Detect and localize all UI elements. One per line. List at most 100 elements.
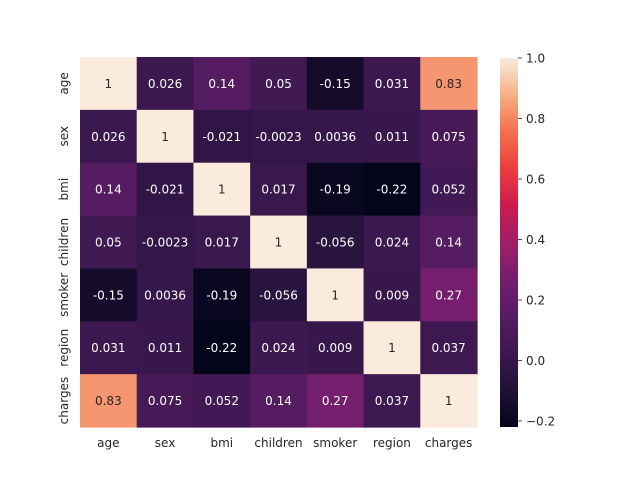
cell-annotation: 0.14	[208, 77, 235, 91]
heatmap-cell-charges-sex	[136, 374, 195, 428]
heatmap-cell-bmi-sex	[136, 162, 195, 217]
y-tick-label: sex	[57, 126, 71, 147]
cell-annotation: -0.056	[259, 288, 298, 302]
cell-annotation: -0.15	[320, 77, 351, 91]
heatmap-cell-region-children	[250, 321, 308, 375]
y-tick-label: children	[57, 218, 71, 266]
cell-annotation: 0.017	[261, 183, 295, 197]
heatmap-cell-charges-bmi	[193, 374, 251, 428]
cell-annotation: 0.14	[435, 236, 462, 250]
cell-annotation: 0.031	[375, 77, 409, 91]
heatmap-cell-age-age	[80, 57, 138, 111]
heatmap-cell-region-smoker	[306, 321, 365, 375]
heatmap-cell-region-age	[80, 321, 138, 375]
heatmap-cell-smoker-charges	[420, 268, 478, 322]
cell-annotation: 0.83	[95, 394, 122, 408]
heatmap-cell-children-bmi	[193, 215, 251, 270]
y-axis-tick-labels: age sex bmi children smoker region charges	[57, 72, 71, 424]
heatmap-cell-children-children	[250, 215, 308, 270]
cell-annotation: 1	[331, 288, 339, 302]
cell-annotation: 0.017	[205, 236, 239, 250]
cell-annotation: 0.075	[431, 130, 465, 144]
heatmap-cell-bmi-smoker	[306, 162, 365, 217]
cell-annotation: 0.075	[148, 394, 182, 408]
heatmap-cell-bmi-age	[80, 162, 138, 217]
cell-annotation: 0.011	[375, 130, 409, 144]
heatmap-cell-smoker-children	[250, 268, 308, 322]
heatmap-cell-smoker-bmi	[193, 268, 251, 322]
heatmap-cell-smoker-sex	[136, 268, 195, 322]
cell-annotation: -0.0023	[255, 130, 301, 144]
heatmap-cell-children-sex	[136, 215, 195, 270]
colorbar-tick-label: 0.2	[526, 293, 545, 307]
y-tick-label: bmi	[57, 178, 71, 201]
cell-annotation: -0.22	[206, 341, 237, 355]
cell-annotation: 1	[275, 236, 283, 250]
heatmap-cell-sex-region	[363, 109, 421, 164]
heatmap-cell-sex-children	[250, 109, 308, 164]
cell-annotation: 0.024	[261, 341, 295, 355]
heatmap-cell-region-region	[363, 321, 421, 375]
heatmap-cells	[80, 57, 478, 428]
cell-annotation: 1	[161, 130, 169, 144]
heatmap-cell-region-bmi	[193, 321, 251, 375]
cell-annotation: 0.14	[265, 394, 292, 408]
cell-annotation: -0.021	[146, 183, 185, 197]
cell-annotation: 0.27	[435, 288, 462, 302]
cell-annotation: 0.024	[375, 236, 409, 250]
cell-annotation: 1	[388, 341, 396, 355]
heatmap-cell-charges-age	[80, 374, 138, 428]
heatmap-cell-age-charges	[420, 57, 478, 111]
heatmap-cell-sex-sex	[136, 109, 195, 164]
cell-annotation: 0.83	[435, 77, 462, 91]
heatmap-cell-region-sex	[136, 321, 195, 375]
heatmap-cell-sex-bmi	[193, 109, 251, 164]
heatmap-cell-children-smoker	[306, 215, 365, 270]
cell-annotation: -0.0023	[142, 236, 188, 250]
cell-annotation: 0.0036	[314, 130, 356, 144]
cell-annotation: 1	[218, 183, 226, 197]
heatmap-cell-bmi-children	[250, 162, 308, 217]
cell-annotation: 0.009	[318, 341, 352, 355]
cell-annotation: 0.011	[148, 341, 182, 355]
cell-annotation: 0.037	[375, 394, 409, 408]
cell-annotation: 0.052	[205, 394, 239, 408]
x-tick-label: children	[254, 436, 302, 450]
colorbar-tick-label: 0.8	[526, 112, 545, 126]
heatmap-cell-children-charges	[420, 215, 478, 270]
heatmap-cell-children-age	[80, 215, 138, 270]
y-tick-label: age	[57, 72, 71, 94]
cell-annotation: 0.026	[148, 77, 182, 91]
colorbar-tick-label: 0.6	[526, 172, 545, 186]
cell-annotation: 1	[445, 394, 453, 408]
heatmap-cell-children-region	[363, 215, 421, 270]
heatmap-cell-region-charges	[420, 321, 478, 375]
heatmap-cell-sex-smoker	[306, 109, 365, 164]
heatmap-cell-age-children	[250, 57, 308, 111]
heatmap-cell-bmi-charges	[420, 162, 478, 217]
y-tick-label: region	[57, 329, 71, 367]
heatmap-cell-smoker-smoker	[306, 268, 365, 322]
y-tick-label: smoker	[57, 273, 71, 317]
heatmap-cell-charges-region	[363, 374, 421, 428]
cell-annotation: 1	[105, 77, 113, 91]
cell-annotation: 0.026	[91, 130, 125, 144]
y-tick-label: charges	[57, 377, 71, 425]
cell-annotation: 0.0036	[144, 288, 186, 302]
cell-annotation: 0.05	[265, 77, 292, 91]
heatmap-cell-charges-smoker	[306, 374, 365, 428]
colorbar-tick-label: 1.0	[526, 52, 545, 66]
cell-annotation: -0.22	[376, 183, 407, 197]
x-tick-label: region	[373, 436, 411, 450]
cell-annotation: 0.037	[431, 341, 465, 355]
cell-annotation: -0.021	[202, 130, 241, 144]
cell-annotation: 0.052	[431, 183, 465, 197]
x-tick-label: age	[97, 436, 119, 450]
cell-annotation: -0.056	[316, 236, 355, 250]
heatmap-cell-charges-children	[250, 374, 308, 428]
cell-annotation: 0.031	[91, 341, 125, 355]
heatmap-cell-charges-charges	[420, 374, 478, 428]
colorbar: 1.0 0.8 0.6 0.4 0.2 0.0 −0.2	[500, 52, 555, 428]
heatmap-cell-smoker-age	[80, 268, 138, 322]
